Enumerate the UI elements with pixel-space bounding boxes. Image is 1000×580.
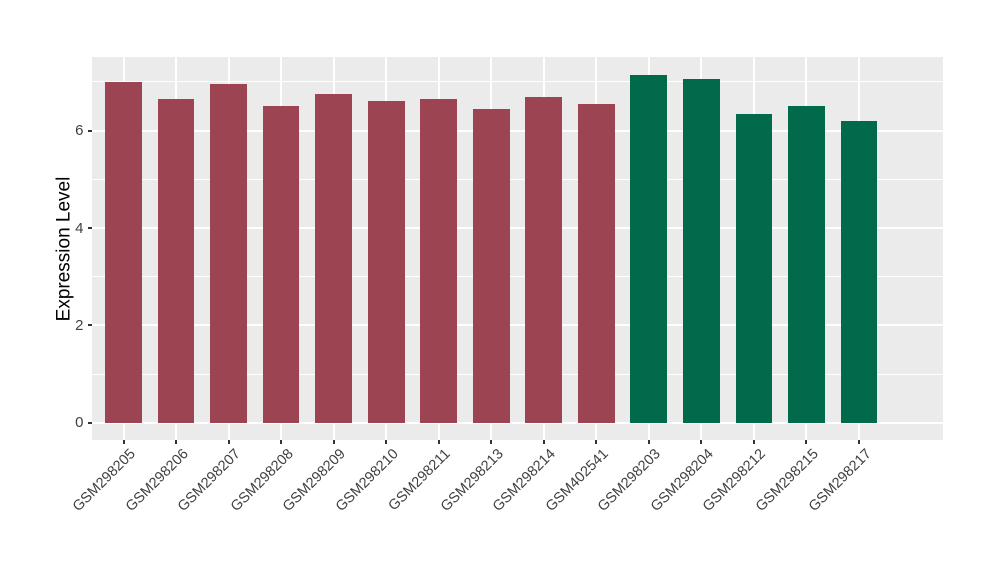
bar-GSM298211	[420, 98, 458, 423]
x-tick-mark	[490, 440, 493, 444]
x-tick-mark	[175, 440, 178, 444]
gridline-major-horizontal	[92, 421, 943, 424]
y-axis-title: Expression Level	[53, 176, 75, 321]
x-tick-mark	[857, 440, 860, 444]
y-tick-label: 6	[75, 122, 84, 140]
y-tick-label: 2	[75, 316, 84, 334]
gridline-minor-horizontal	[92, 178, 943, 180]
bar-GSM298214	[525, 96, 563, 423]
x-tick-mark	[227, 440, 230, 444]
x-tick-mark	[595, 440, 598, 444]
x-tick-mark	[437, 440, 440, 444]
bar-GSM298213	[472, 108, 510, 423]
y-tick-mark	[87, 129, 92, 132]
x-tick-mark	[122, 440, 125, 444]
bar-GSM298210	[367, 101, 405, 423]
x-tick-mark	[385, 440, 388, 444]
y-tick-mark	[87, 227, 92, 229]
bar-GSM298215	[788, 106, 825, 423]
x-tick-mark	[700, 440, 703, 444]
y-tick-mark	[87, 421, 92, 424]
gridline-major-horizontal	[92, 324, 943, 327]
gridline-minor-horizontal	[92, 276, 943, 278]
gridline-minor-horizontal	[92, 373, 943, 375]
bar-GSM298212	[735, 113, 773, 423]
bar-GSM298205	[105, 81, 142, 423]
bar-GSM298208	[262, 106, 300, 423]
bar-GSM298217	[840, 120, 878, 423]
x-tick-mark	[752, 440, 755, 444]
x-tick-mark	[332, 440, 335, 444]
y-axis: Expression Level	[50, 57, 78, 440]
gridline-major-horizontal	[92, 129, 943, 132]
x-tick-mark	[805, 440, 808, 444]
y-tick-label: 0	[75, 414, 84, 432]
x-tick-mark	[280, 440, 283, 444]
x-tick-mark	[542, 440, 545, 444]
bar-GSM298204	[682, 79, 720, 423]
gridline-minor-horizontal	[92, 81, 943, 83]
y-tick-mark	[87, 324, 92, 327]
plot-panel	[92, 57, 943, 440]
bar-GSM298206	[157, 98, 195, 423]
bar-GSM298207	[210, 84, 247, 423]
y-tick-label: 4	[75, 219, 84, 237]
gridline-major-horizontal	[92, 227, 943, 229]
x-tick-mark	[647, 440, 650, 444]
bar-GSM298209	[315, 94, 353, 423]
bar-GSM402541	[577, 103, 615, 423]
bar-GSM298203	[630, 74, 668, 423]
